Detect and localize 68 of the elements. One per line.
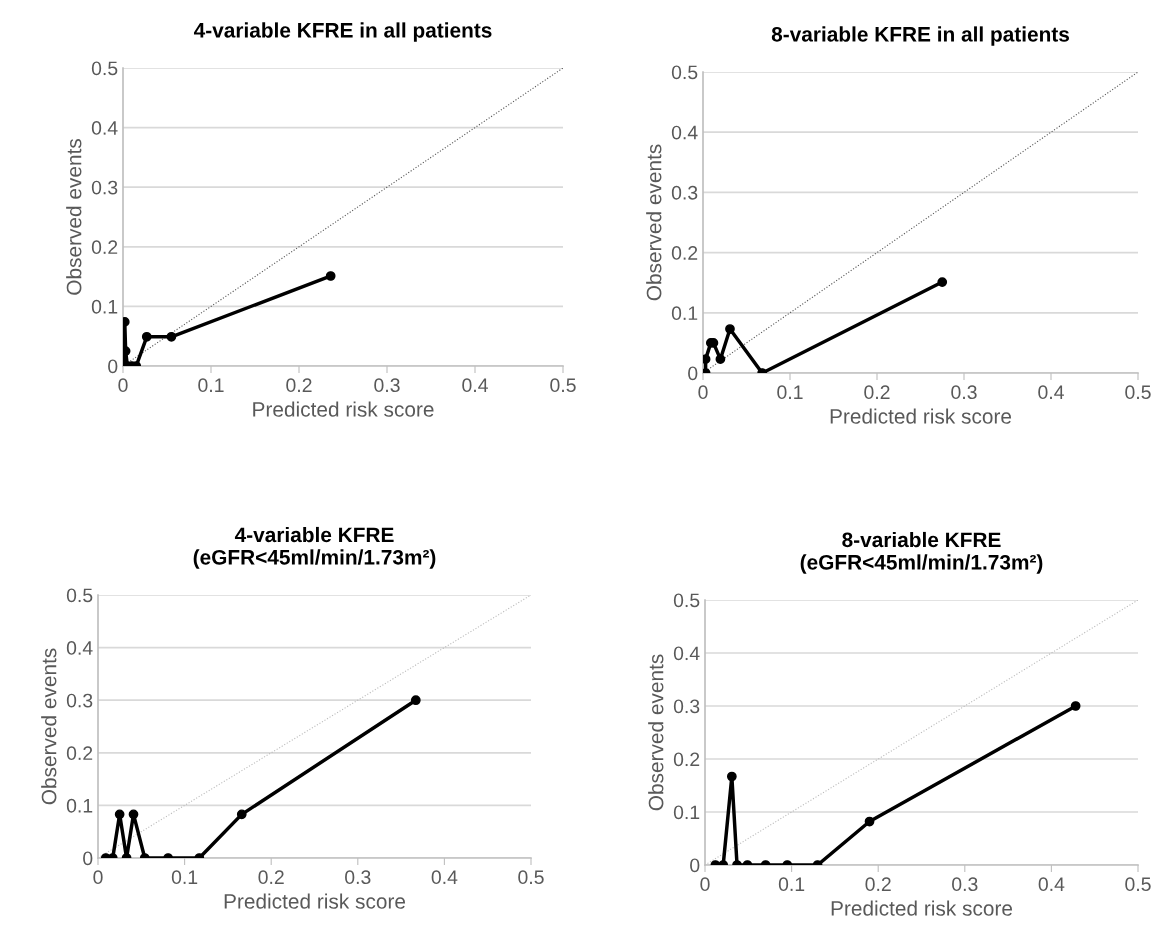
- x-tick-label: 0.2: [864, 385, 890, 400]
- x-axis-title: Predicted risk score: [831, 900, 1013, 916]
- x-tick-label: 0.2: [258, 870, 284, 885]
- chart-title: 4-variable KFRE in all patients: [193, 22, 492, 42]
- x-tick-label: 0: [700, 877, 710, 892]
- point: [725, 324, 735, 334]
- y-axis-title: Observed events: [648, 654, 664, 811]
- y-tick-label: 0.5: [671, 65, 698, 80]
- y-tick-label: 0.3: [671, 185, 698, 200]
- x-tick-label: 0.3: [374, 378, 400, 393]
- y-tick-label: 0.1: [671, 306, 698, 321]
- y-tick-label: 0.4: [671, 125, 698, 140]
- y-tick-label: 0.1: [91, 299, 118, 314]
- x-tick-label: 0.3: [951, 385, 977, 400]
- x-tick-label: 0: [118, 378, 128, 393]
- chart-title: 4-variable KFRE (eGFR<45ml/min/1.73m²): [193, 526, 436, 569]
- y-tick-label: 0.1: [673, 805, 700, 820]
- x-tick-label: 0.4: [1038, 877, 1065, 892]
- y-tick-label: 0.5: [66, 588, 93, 603]
- x-tick-label: 0.1: [778, 877, 805, 892]
- x-tick-label: 0.5: [1125, 877, 1151, 892]
- x-tick-label: 0.1: [198, 378, 224, 393]
- x-tick-label: 0.4: [1038, 385, 1064, 400]
- chart-title: 8-variable KFRE in all patients: [771, 26, 1069, 46]
- y-tick-label: 0.1: [66, 798, 93, 813]
- y-tick-label: 0.4: [66, 641, 93, 655]
- x-tick-label: 0.2: [865, 877, 891, 892]
- x-tick-label: 0.4: [462, 378, 488, 393]
- y-axis-title: Observed events: [646, 144, 662, 301]
- point: [128, 809, 139, 820]
- y-tick-label: 0.2: [91, 240, 118, 255]
- point: [864, 816, 875, 827]
- chart-title: 8-variable KFRE (eGFR<45ml/min/1.73m²): [800, 531, 1043, 574]
- x-axis-title: Predicted risk score: [253, 401, 434, 417]
- x-tick-label: 0.3: [345, 870, 371, 885]
- point: [726, 771, 737, 782]
- y-axis-title: Observed events: [41, 648, 57, 805]
- x-tick-label: 0.1: [171, 870, 198, 885]
- y-tick-label: 0.3: [91, 180, 118, 195]
- x-tick-label: 0.2: [286, 378, 312, 393]
- y-axis-title: Observed events: [66, 139, 82, 295]
- y-tick-label: 0.5: [673, 593, 700, 608]
- y-tick-label: 0: [690, 858, 700, 873]
- point: [236, 809, 247, 820]
- x-tick-label: 0.5: [518, 870, 544, 885]
- x-axis-title: Predicted risk score: [224, 893, 406, 909]
- y-tick-label: 0.2: [66, 746, 93, 761]
- point: [1070, 701, 1081, 711]
- y-tick-label: 0: [688, 366, 698, 381]
- y-tick-label: 0.5: [91, 61, 118, 76]
- y-tick-label: 0.3: [66, 693, 93, 708]
- point: [114, 809, 125, 820]
- x-tick-label: 0.5: [550, 378, 576, 393]
- x-tick-label: 0.1: [777, 385, 803, 400]
- point: [937, 277, 948, 287]
- point: [410, 695, 421, 706]
- x-tick-label: 0.4: [431, 870, 458, 885]
- y-tick-label: 0.4: [91, 121, 118, 135]
- y-tick-label: 0.4: [673, 646, 700, 661]
- x-axis-title: Predicted risk score: [830, 408, 1012, 424]
- y-tick-label: 0.3: [673, 699, 700, 714]
- y-tick-label: 0.2: [673, 752, 700, 767]
- point: [715, 354, 726, 365]
- x-tick-label: 0.5: [1125, 385, 1151, 400]
- y-tick-label: 0: [108, 359, 118, 374]
- x-tick-label: 0.3: [952, 877, 978, 892]
- y-tick-label: 0.2: [671, 246, 698, 260]
- y-tick-label: 0: [83, 851, 93, 866]
